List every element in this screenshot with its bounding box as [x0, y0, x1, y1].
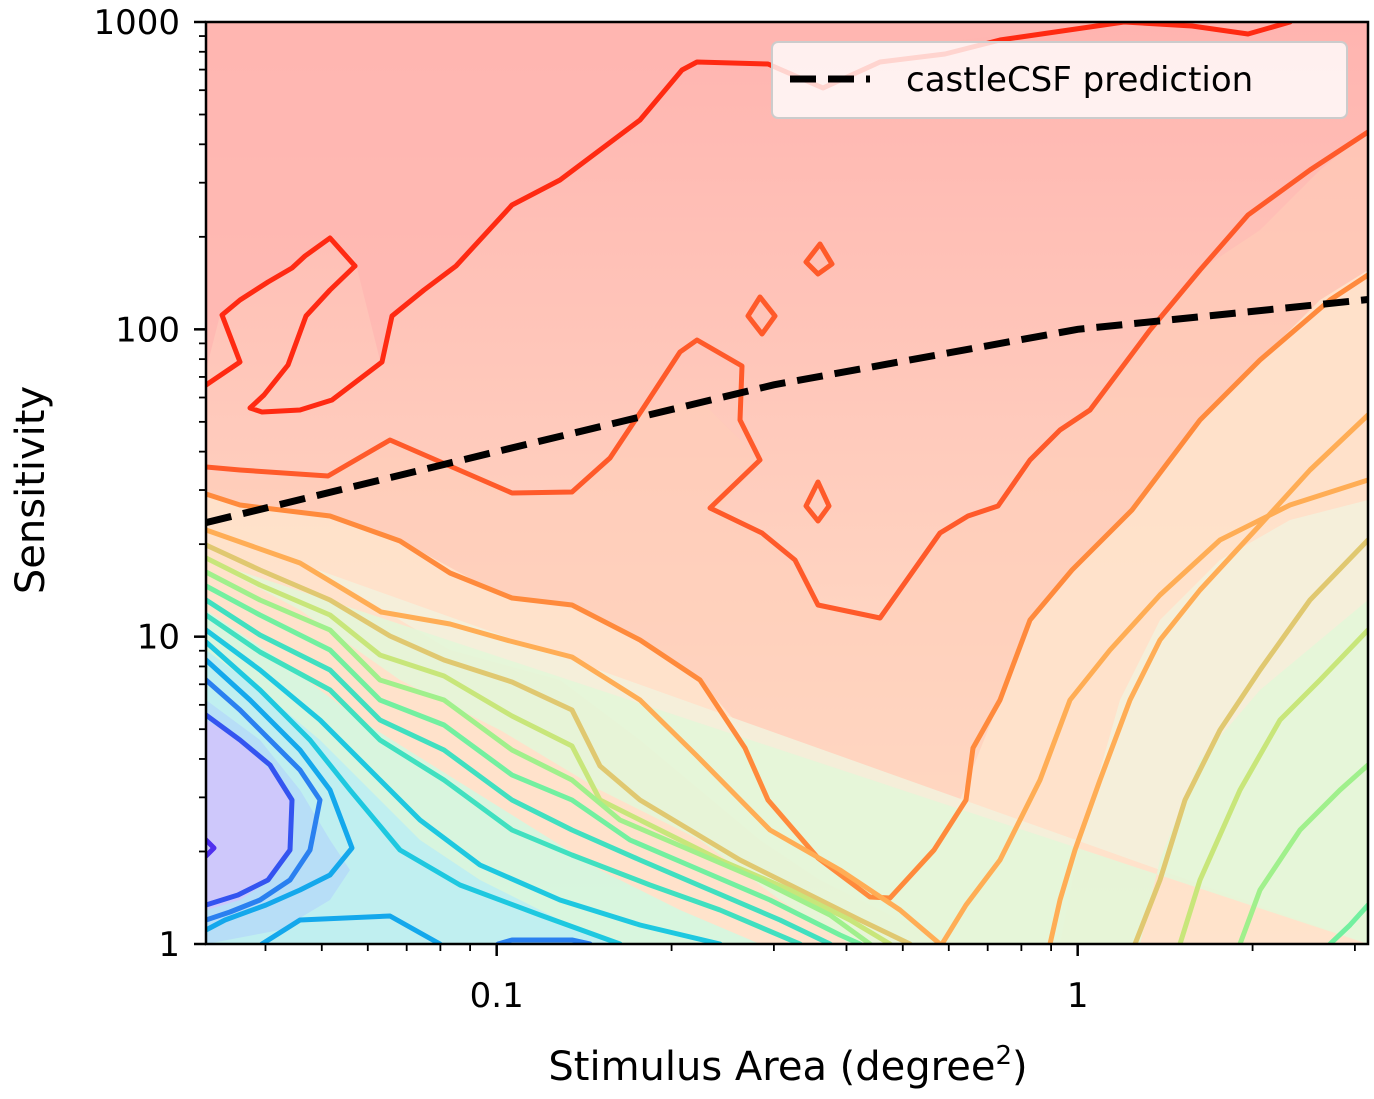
contour-sky [206, 657, 355, 933]
contour-teal-2 [206, 612, 803, 944]
x-axis-label-superscript: 2 [995, 1041, 1012, 1071]
contour-cyan-2 [206, 639, 623, 944]
contour-sky-bottom [259, 913, 443, 944]
series-layer [206, 296, 1368, 527]
contour-cyan [206, 627, 723, 944]
fill-band-lavender [206, 720, 290, 910]
y-tick-label: 10 [137, 618, 180, 658]
contour-fills [206, 22, 1368, 944]
contour-redorange-island-1 [803, 241, 835, 277]
y-axis-label: Sensitivity [8, 386, 54, 594]
x-tick-label: 1 [1067, 976, 1089, 1016]
y-axis: 1 10 100 1000 [93, 3, 206, 965]
x-axis: 0.1 1 [264, 944, 1356, 1016]
y-tick-label: 100 [115, 310, 180, 350]
x-axis-label: Stimulus Area (degree2) [548, 1041, 1027, 1090]
contour-lightgreen-right [1237, 762, 1368, 944]
plot-frame [204, 20, 1370, 946]
legend-label: castleCSF prediction [906, 60, 1253, 100]
contour-green-right [1327, 902, 1368, 944]
legend-box [771, 41, 1348, 119]
contour-orange-3 [939, 477, 1368, 944]
contour-redorange-main [206, 129, 1368, 621]
contour-tan-right [1132, 537, 1368, 944]
contour-yellowgreen-right [1177, 627, 1368, 944]
legend: castleCSF prediction [771, 41, 1348, 119]
contour-lightorange-right [1047, 412, 1368, 944]
contour-orange-1 [206, 272, 1368, 901]
contour-lightgreen-left [206, 569, 873, 944]
fill-band-top [206, 22, 1368, 370]
x-axis-label-main: Stimulus Area (degree [548, 1044, 995, 1090]
y-tick-label: 1000 [93, 3, 180, 43]
x-tick-label: 0.1 [470, 976, 524, 1016]
contour-red-upper [206, 235, 358, 388]
y-tick-label: 1 [158, 925, 180, 965]
fill-band-peach [206, 270, 1368, 944]
contour-tan-left [206, 542, 913, 944]
contour-blue [206, 677, 323, 923]
contour-deepblue [206, 712, 295, 908]
contour-redorange-island-2 [745, 294, 778, 337]
contour-yellowgreen-left [206, 555, 893, 944]
series-line-castlecsf-prediction [206, 296, 1368, 527]
contour-redorange-island-3 [803, 479, 832, 524]
x-axis-label-suffix: ) [1012, 1044, 1028, 1090]
contour-indigo [206, 837, 217, 859]
contour-green-left [206, 583, 863, 944]
contour-orange-2 [206, 527, 943, 944]
contour-lines [206, 22, 1368, 944]
contour-blue-bottom [495, 937, 593, 944]
contour-teal [206, 597, 833, 944]
